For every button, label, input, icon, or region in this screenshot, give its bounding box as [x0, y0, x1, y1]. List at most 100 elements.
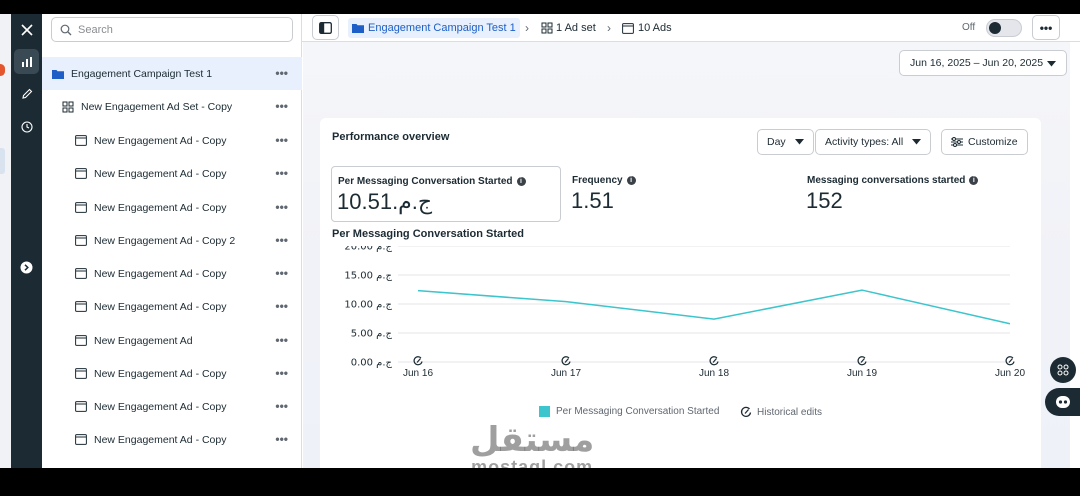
search-icon: [60, 24, 72, 35]
historical-edit-marker[interactable]: [1005, 356, 1015, 366]
y-tick-label: ج.م 20.00: [344, 246, 392, 253]
tree-item-ad[interactable]: New Engagement Ad - Copy •••: [42, 423, 302, 456]
more-options-icon[interactable]: •••: [275, 333, 288, 347]
tree-item-icon: [75, 335, 87, 347]
panel-toggle-button[interactable]: [312, 15, 339, 40]
customize-button[interactable]: Customize: [941, 129, 1028, 155]
activity-types-dropdown[interactable]: Activity types: All: [815, 129, 932, 155]
tree-item-label: New Engagement Ad - Copy: [94, 267, 227, 280]
tree-item-ad[interactable]: New Engagement Ad - Copy •••: [42, 124, 302, 157]
tree-item-ad[interactable]: New Engagement Ad - Copy •••: [42, 191, 302, 224]
more-options-icon[interactable]: •••: [275, 233, 288, 247]
data-point[interactable]: [712, 317, 716, 321]
close-icon: [20, 23, 33, 36]
edge-tab[interactable]: [0, 148, 5, 174]
ad-icon: [75, 368, 87, 379]
tree-item-ad[interactable]: New Engagement Ad - Copy •••: [42, 157, 302, 190]
x-tick-label: Jun 20: [995, 368, 1025, 379]
legend-item-edits[interactable]: Historical edits: [740, 406, 822, 418]
tree-item-label: New Engagement Ad - Copy 2: [94, 234, 236, 247]
more-options-icon[interactable]: •••: [275, 99, 288, 113]
more-options-icon[interactable]: •••: [275, 166, 288, 180]
more-options-icon[interactable]: •••: [275, 266, 288, 280]
chat-widget[interactable]: [1045, 388, 1080, 416]
performance-card: Performance overview Day Activity types:…: [320, 118, 1041, 468]
x-tick-label: Jun 19: [847, 368, 877, 379]
historical-edit-marker[interactable]: [413, 356, 423, 366]
tree-item-ad[interactable]: New Engagement Ad •••: [42, 324, 302, 357]
metric-card-conversations[interactable]: Messaging conversations started i 152: [801, 166, 1031, 222]
tree-item-adset[interactable]: New Engagement Ad Set - Copy •••: [42, 90, 302, 123]
search-input[interactable]: [78, 23, 278, 36]
tree-item-label: New Engagement Ad: [94, 334, 193, 347]
more-options-icon[interactable]: •••: [275, 299, 288, 313]
more-options-icon[interactable]: •••: [275, 66, 288, 80]
metric-value: 1.51: [571, 188, 614, 213]
ad-icon: [75, 268, 87, 279]
legend-item-series[interactable]: Per Messaging Conversation Started: [539, 406, 719, 417]
tree-item-ad[interactable]: New Engagement Ad - Copy •••: [42, 257, 302, 290]
date-range-picker[interactable]: Jun 16, 2025 – Jun 20, 2025: [899, 50, 1067, 76]
more-options-button[interactable]: •••: [1032, 15, 1060, 40]
apps-widget[interactable]: [1050, 357, 1076, 383]
watermark: مستقل mostaql.com: [470, 422, 594, 468]
more-options-icon[interactable]: •••: [275, 399, 288, 413]
clock-icon: [20, 120, 33, 133]
caret-down-icon: [1047, 61, 1056, 67]
data-point[interactable]: [1008, 322, 1012, 326]
data-point[interactable]: [416, 289, 420, 293]
campaign-toggle[interactable]: [986, 19, 1022, 37]
breadcrumb-separator: ›: [607, 21, 611, 35]
folder-icon: [352, 24, 364, 33]
bar-chart-icon: [21, 56, 32, 67]
breadcrumb-adset[interactable]: 1 Ad set: [541, 14, 596, 42]
historical-edit-marker[interactable]: [857, 356, 867, 366]
history-button[interactable]: [14, 114, 39, 139]
metric-label-text: Messaging conversations started: [807, 175, 966, 186]
historical-edit-marker[interactable]: [561, 356, 571, 366]
sidebar-panel-icon: [319, 21, 332, 34]
info-icon: i: [516, 177, 526, 186]
browser-edge: [0, 14, 11, 468]
data-point[interactable]: [564, 300, 568, 304]
tree-item-ad[interactable]: New Engagement Ad - Copy 2 •••: [42, 224, 302, 257]
historical-edit-marker[interactable]: [709, 356, 719, 366]
metric-card-cost[interactable]: Per Messaging Conversation Started i ج.م.…: [331, 166, 561, 222]
more-options-icon[interactable]: •••: [275, 200, 288, 214]
ad-icon: [75, 235, 87, 246]
metric-card-frequency[interactable]: Frequency i 1.51: [566, 166, 786, 222]
tree-item-icon: [75, 268, 87, 280]
breadcrumb-label: 1 Ad set: [556, 22, 596, 34]
breadcrumb-ads[interactable]: 10 Ads: [622, 14, 672, 42]
breadcrumb-campaign[interactable]: Engagement Campaign Test 1: [348, 18, 520, 38]
more-options-icon[interactable]: •••: [275, 133, 288, 147]
tree-item-ad[interactable]: New Engagement Ad - Copy •••: [42, 390, 302, 423]
metric-value: ج.م.10.51: [337, 189, 433, 214]
close-button[interactable]: [14, 17, 39, 42]
metric-label: Per Messaging Conversation Started i: [338, 176, 526, 187]
more-options-icon[interactable]: •••: [275, 432, 288, 446]
tree-item-icon: [52, 68, 64, 80]
tree-item-label: New Engagement Ad - Copy: [94, 367, 227, 380]
tree-item-ad[interactable]: New Engagement Ad - Copy •••: [42, 357, 302, 390]
app-window: Engagement Campaign Test 1•••New Engagem…: [0, 14, 1080, 468]
more-options-icon[interactable]: •••: [275, 366, 288, 380]
ad-icon: [622, 22, 634, 34]
metric-value: 152: [806, 188, 843, 213]
tree-item-icon: [75, 301, 87, 313]
edit-button[interactable]: [14, 81, 39, 106]
y-tick-label: ج.م 15.00: [344, 271, 392, 282]
ad-icon: [75, 301, 87, 312]
granularity-dropdown[interactable]: Day: [757, 129, 814, 155]
apps-icon: [1057, 364, 1069, 376]
tree-item-ad[interactable]: New Engagement Ad - Copy •••: [42, 290, 302, 323]
data-point[interactable]: [860, 288, 864, 292]
tree-item-icon: [75, 168, 87, 180]
metric-label: Messaging conversations started i: [807, 175, 979, 186]
expand-button[interactable]: [14, 255, 39, 280]
activity-types-label: Activity types: All: [825, 136, 904, 148]
caret-down-icon: [912, 139, 922, 145]
tree-item-campaign[interactable]: Engagement Campaign Test 1 •••: [42, 57, 302, 90]
series-line: [417, 289, 1011, 325]
performance-button[interactable]: [14, 49, 39, 74]
